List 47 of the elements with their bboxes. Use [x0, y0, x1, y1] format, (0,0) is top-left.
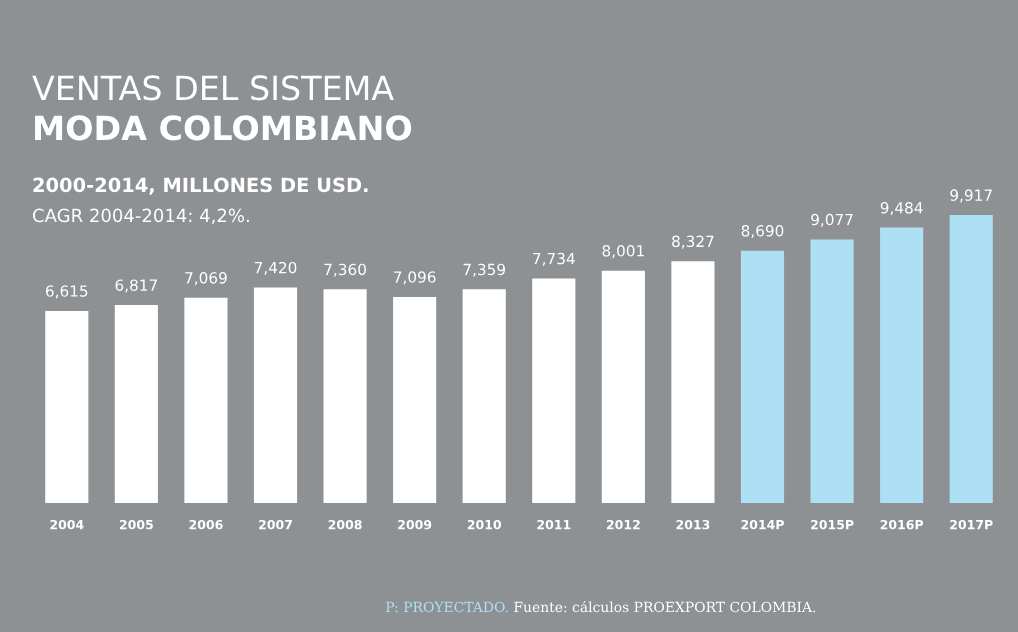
bar	[740, 250, 785, 503]
x-tick-label: 2010	[467, 519, 502, 530]
bar	[601, 270, 645, 503]
x-tick-label: 2013	[676, 519, 710, 530]
bar	[880, 227, 924, 503]
data-label: 8,690	[741, 225, 784, 239]
data-label: 9,484	[880, 201, 923, 216]
bar	[184, 297, 228, 503]
bar	[810, 239, 854, 503]
data-label: 7,360	[324, 263, 366, 277]
text: P: PROYECTADO.	[386, 601, 508, 613]
bar	[114, 305, 158, 503]
data-label: 9,077	[811, 213, 853, 227]
source-note: Fuente: cálculos PROEXPORT COLOMBIA.	[514, 600, 816, 613]
bar	[671, 261, 715, 503]
x-tick-label: 2005	[119, 519, 153, 530]
x-tick-label: 2015P	[811, 519, 854, 530]
chart-title: VENTAS DEL SISTEMA MODA COLOMBIANO	[32, 75, 412, 141]
data-label: 8,327	[672, 235, 714, 249]
x-tick-label: 2011	[537, 519, 571, 530]
data-label: 7,096	[394, 271, 436, 285]
chart-subtitle: 2000-2014, MILLONES DE USD.	[33, 177, 368, 195]
data-label: 8,001	[602, 245, 644, 259]
bar	[253, 287, 298, 503]
x-tick-label: 2006	[189, 519, 223, 530]
bar	[462, 289, 506, 503]
bar	[393, 296, 437, 503]
x-tick-label: 2009	[398, 519, 432, 530]
x-tick-label: 2008	[328, 519, 362, 530]
data-label: 6,615	[45, 285, 88, 299]
data-label: 7,359	[463, 263, 506, 277]
bar	[949, 215, 993, 503]
bar	[532, 278, 576, 503]
x-tick-label: 2016P	[880, 519, 924, 530]
annotation: CAGR 2004-2014: 4,2%.	[33, 208, 249, 225]
data-label: 7,420	[254, 261, 297, 275]
x-tick-label: 2012	[606, 519, 640, 530]
x-tick-label: 2014P	[741, 519, 784, 530]
data-label: 7,734	[533, 252, 575, 266]
x-tick-label: 2004	[50, 519, 84, 530]
data-label: 6,817	[115, 279, 157, 293]
bar	[45, 310, 89, 503]
data-label: 9,917	[950, 189, 992, 203]
x-tick-label: 2007	[259, 519, 292, 530]
bar	[323, 289, 367, 503]
data-label: 7,069	[185, 272, 227, 286]
x-tick-label: 2017P	[950, 519, 993, 530]
